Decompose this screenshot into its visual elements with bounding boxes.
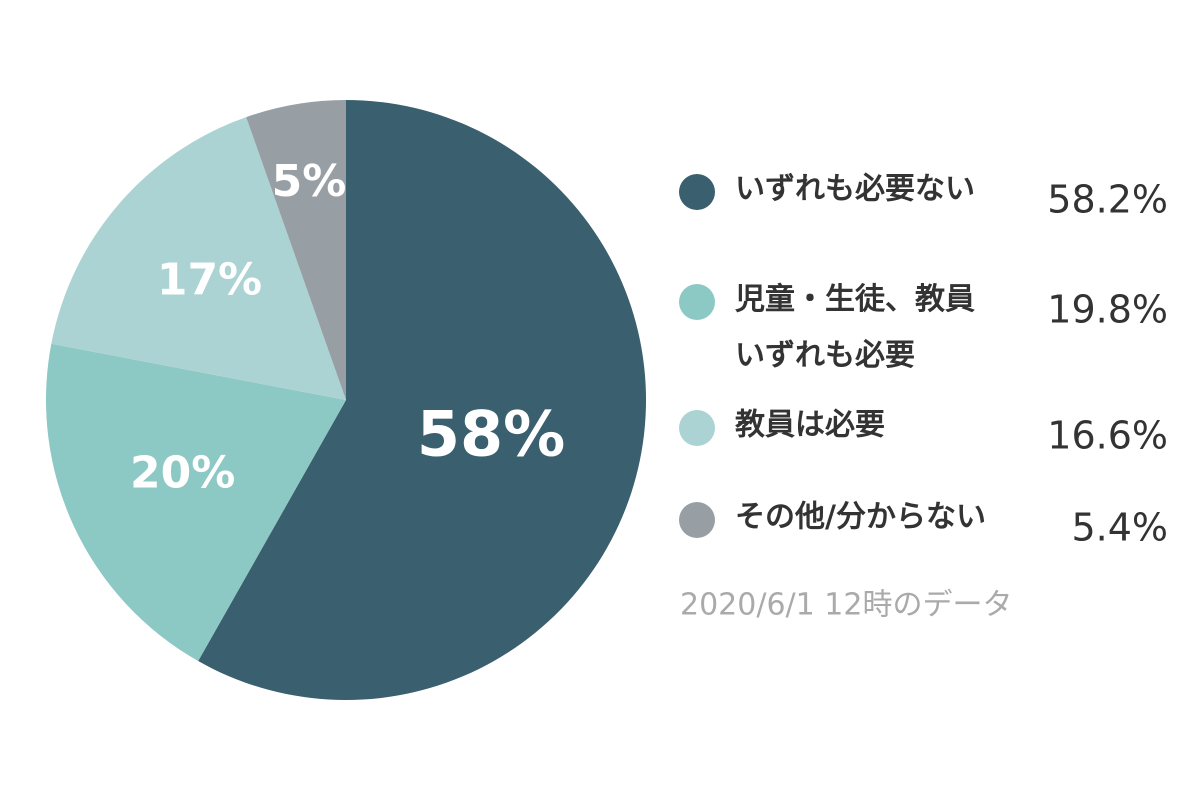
slice-label: 58% — [417, 397, 565, 470]
slice-label: 17% — [157, 255, 262, 306]
legend-label: 教員は必要 — [735, 408, 885, 443]
slice-label: 20% — [130, 448, 235, 499]
legend-value: 19.8% — [1047, 288, 1168, 332]
legend-marker — [679, 284, 715, 320]
legend-marker — [679, 174, 715, 210]
slice-label: 5% — [272, 156, 347, 207]
legend-value: 16.6% — [1047, 414, 1168, 458]
pie-slice — [246, 100, 346, 400]
legend-marker — [679, 410, 715, 446]
pie-slice — [45, 343, 346, 662]
legend-label: いずれも必要ない — [735, 172, 975, 207]
pie-slice — [51, 117, 347, 400]
legend-value: 58.2% — [1047, 178, 1168, 222]
legend-label: 児童・生徒、教員いずれも必要 — [735, 282, 975, 373]
legend-label: その他/分からない — [735, 500, 986, 535]
legend-value: 5.4% — [1071, 506, 1168, 550]
pie-slice — [198, 100, 646, 700]
note: 2020/6/1 12時のデータ — [680, 588, 1012, 623]
legend-marker — [679, 502, 715, 538]
